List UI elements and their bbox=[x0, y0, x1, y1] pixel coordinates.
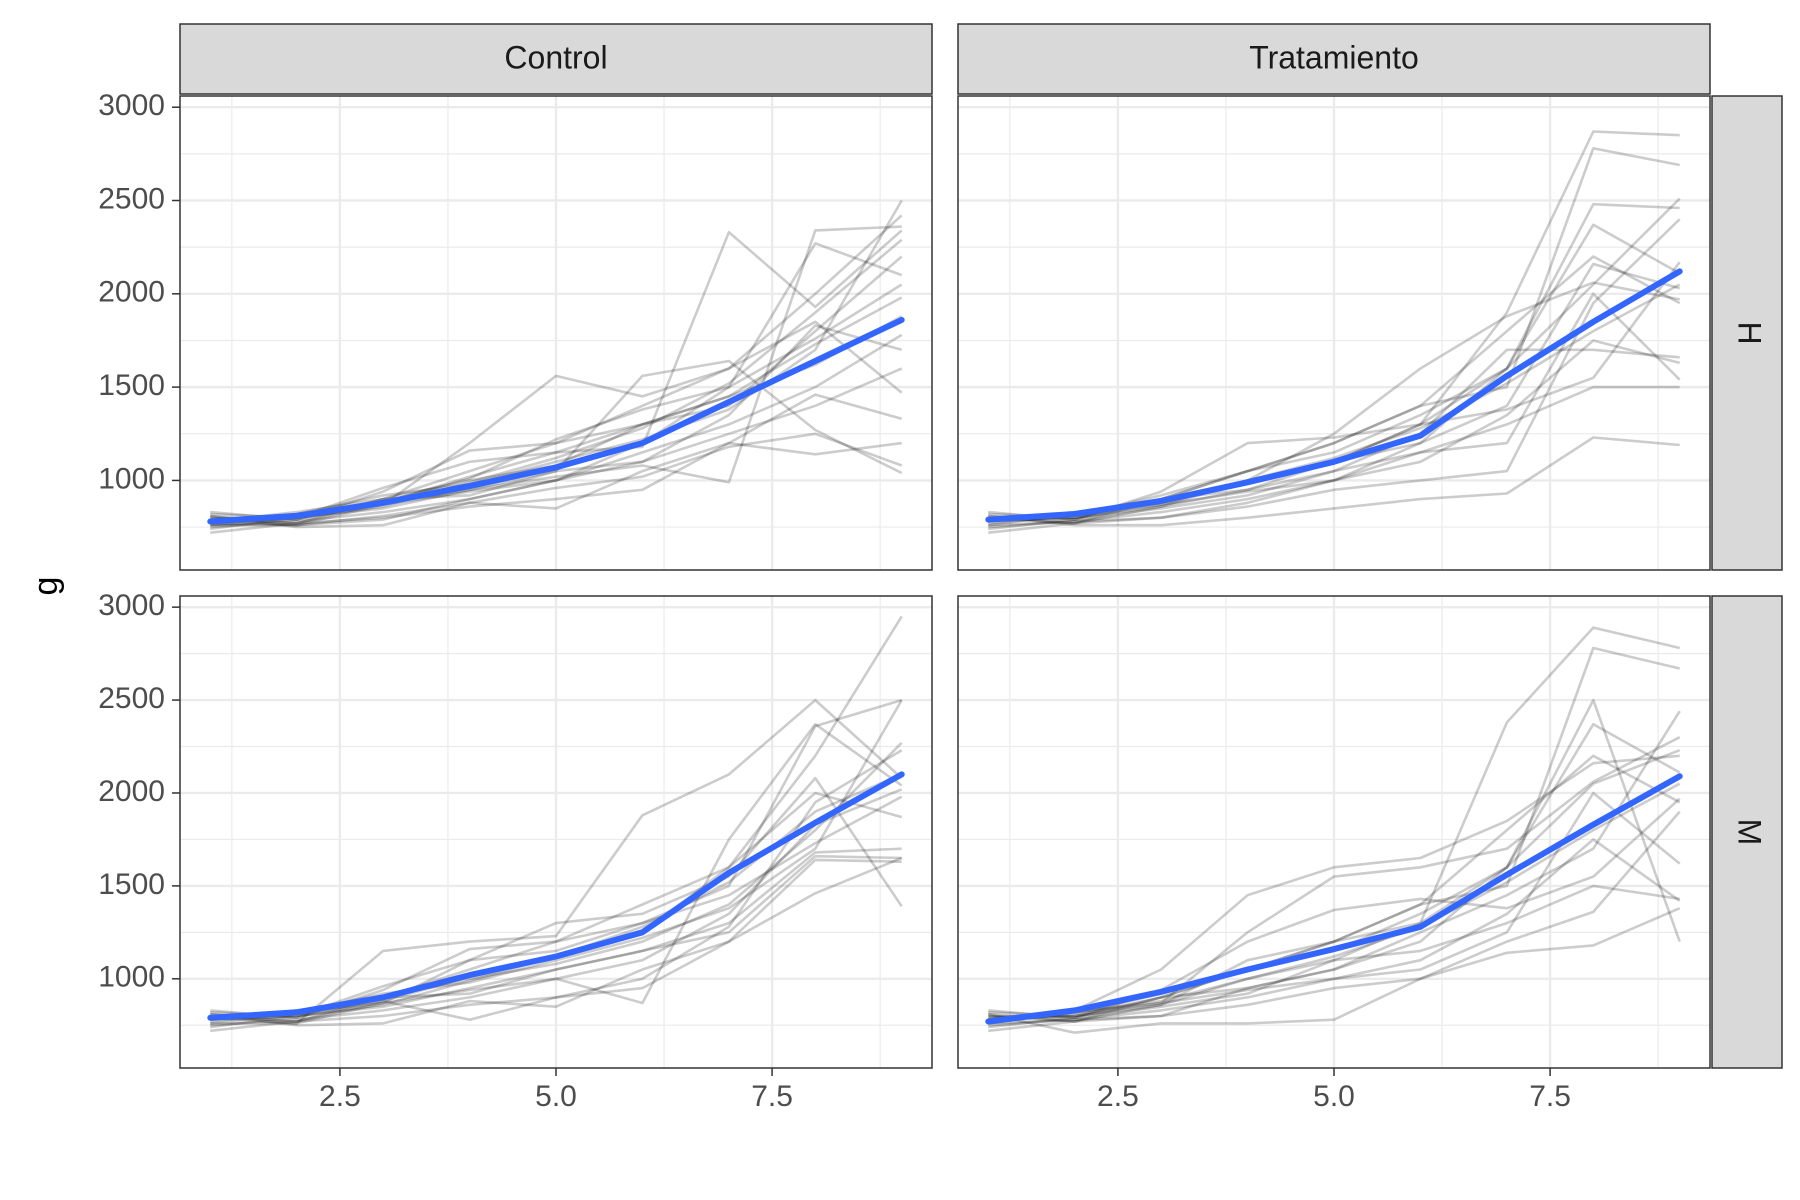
individual-series-line bbox=[210, 441, 902, 529]
individual-series-line bbox=[988, 782, 1681, 1021]
x-tick-label: 2.5 bbox=[1097, 1080, 1139, 1113]
y-tick-label: 3000 bbox=[98, 89, 165, 122]
individual-series-line bbox=[988, 255, 1681, 525]
individual-series-line bbox=[210, 320, 903, 527]
individual-series-line bbox=[210, 722, 903, 1027]
individual-series-line bbox=[210, 229, 903, 520]
panel-tratamiento-h bbox=[957, 95, 1711, 571]
strip-row-m: M bbox=[1711, 595, 1783, 1069]
panel-border bbox=[179, 95, 933, 571]
x-tick-label: 5.0 bbox=[1313, 1080, 1355, 1113]
individual-series-line bbox=[988, 218, 1681, 534]
individual-series-line bbox=[988, 436, 1680, 527]
y-tick-label: 1000 bbox=[98, 462, 165, 495]
individual-series-line bbox=[210, 367, 903, 531]
individual-series-line bbox=[988, 292, 1681, 529]
strip-label-h: H bbox=[1732, 321, 1768, 344]
y-tick-label: 1000 bbox=[98, 961, 165, 994]
strip-col-control: Control bbox=[179, 23, 933, 95]
strip-label-m: M bbox=[1732, 819, 1768, 846]
individual-series-line bbox=[210, 698, 903, 1025]
x-axis-ticks: 2.5 5.0 7.5 2.5 5.0 7.5 bbox=[319, 1068, 1571, 1113]
individual-series-line bbox=[210, 393, 903, 534]
strip-col-tratamiento: Tratamiento bbox=[957, 23, 1711, 95]
individual-series-line bbox=[210, 791, 903, 1023]
individual-series-line bbox=[988, 710, 1681, 1020]
individual-series-line bbox=[210, 858, 902, 1027]
individual-series-line bbox=[210, 856, 903, 1033]
y-tick-label: 2000 bbox=[98, 276, 165, 309]
individual-series-line bbox=[988, 281, 1680, 521]
individual-series-line bbox=[210, 242, 903, 529]
individual-series-line bbox=[210, 283, 903, 525]
y-tick-label: 2500 bbox=[98, 682, 165, 715]
y-tick-label: 2000 bbox=[98, 775, 165, 808]
y-tick-label: 1500 bbox=[98, 868, 165, 901]
y-tick-label: 1500 bbox=[98, 369, 165, 402]
individual-series-line bbox=[210, 214, 903, 525]
individual-series-line bbox=[988, 754, 1680, 1021]
strip-label-control: Control bbox=[504, 39, 607, 75]
y-tick-label: 3000 bbox=[98, 589, 165, 622]
individual-series-line bbox=[988, 907, 1681, 1034]
individual-series-line bbox=[210, 776, 903, 1025]
individual-series-line bbox=[988, 202, 1680, 527]
individual-series-line bbox=[988, 626, 1680, 1023]
individual-series-line bbox=[988, 385, 1680, 531]
individual-series-line bbox=[988, 810, 1681, 1033]
y-axis-title: g bbox=[27, 577, 65, 596]
trend-line bbox=[207, 316, 905, 525]
individual-series-line bbox=[210, 854, 902, 1029]
individual-series-line bbox=[988, 646, 1681, 1018]
panel-border bbox=[957, 95, 1711, 571]
individual-series-line bbox=[988, 884, 1680, 1029]
y-axis-ticks: 1000 1500 2000 2500 3000 1000 1500 2000 2500 3000 bbox=[98, 89, 180, 994]
x-tick-label: 7.5 bbox=[751, 1080, 793, 1113]
individual-series-line bbox=[988, 283, 1681, 523]
trend-line bbox=[985, 773, 1683, 1025]
x-tick-label: 2.5 bbox=[319, 1080, 361, 1113]
y-tick-label: 2500 bbox=[98, 182, 165, 215]
individual-series-line bbox=[210, 199, 903, 525]
individual-series-line bbox=[988, 736, 1681, 1020]
individual-series-line bbox=[988, 838, 1681, 1020]
individual-series-line bbox=[988, 797, 1681, 1020]
panel-tratamiento-m bbox=[957, 595, 1711, 1069]
trend-line bbox=[985, 268, 1683, 523]
individual-series-line bbox=[988, 698, 1681, 1025]
individual-series-line bbox=[988, 348, 1680, 521]
individual-series-line bbox=[988, 748, 1681, 1025]
strip-row-h: H bbox=[1711, 95, 1783, 571]
x-tick-label: 7.5 bbox=[1529, 1080, 1571, 1113]
panel-control-m bbox=[179, 595, 933, 1069]
strip-label-tratamiento: Tratamiento bbox=[1249, 39, 1419, 75]
trend-line bbox=[207, 771, 905, 1021]
individual-series-line bbox=[210, 333, 903, 527]
panel-control-h bbox=[179, 95, 933, 571]
individual-series-line bbox=[210, 432, 903, 527]
individual-series-line bbox=[210, 847, 902, 1020]
individual-series-line bbox=[988, 754, 1681, 1023]
x-tick-label: 5.0 bbox=[535, 1080, 577, 1113]
